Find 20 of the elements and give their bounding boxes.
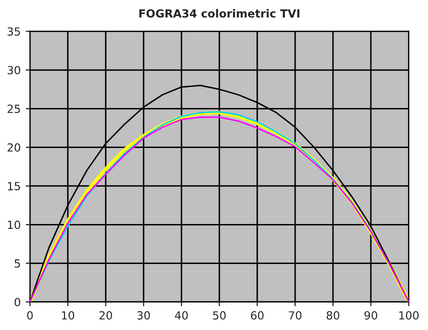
y-tick-label: 10: [8, 220, 20, 230]
x-tick-label: 60: [250, 311, 264, 320]
x-tick-label: 0: [27, 311, 33, 320]
chart-title: FOGRA34 colorimetric TVI: [139, 9, 300, 18]
x-tick-label: 20: [99, 311, 112, 320]
x-tick-label: 70: [288, 311, 302, 320]
x-tick-label: 100: [399, 311, 419, 320]
y-tick-label: 30: [8, 66, 20, 74]
x-tick-label: 30: [137, 311, 150, 320]
y-tick-label: 35: [8, 27, 20, 36]
x-tick-label: 80: [326, 311, 340, 320]
y-tick-label: 0: [14, 298, 20, 306]
x-tick-label: 50: [213, 311, 226, 320]
x-tick-label: 40: [174, 311, 188, 320]
x-tick-label: 10: [62, 311, 74, 320]
y-tick-label: 25: [8, 104, 20, 114]
y-tick-label: 15: [8, 182, 20, 190]
y-tick-label: 5: [14, 259, 20, 268]
x-tick-label: 90: [364, 311, 378, 320]
y-tick-label: 20: [8, 143, 20, 152]
